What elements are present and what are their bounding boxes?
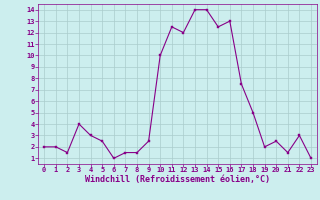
- X-axis label: Windchill (Refroidissement éolien,°C): Windchill (Refroidissement éolien,°C): [85, 175, 270, 184]
